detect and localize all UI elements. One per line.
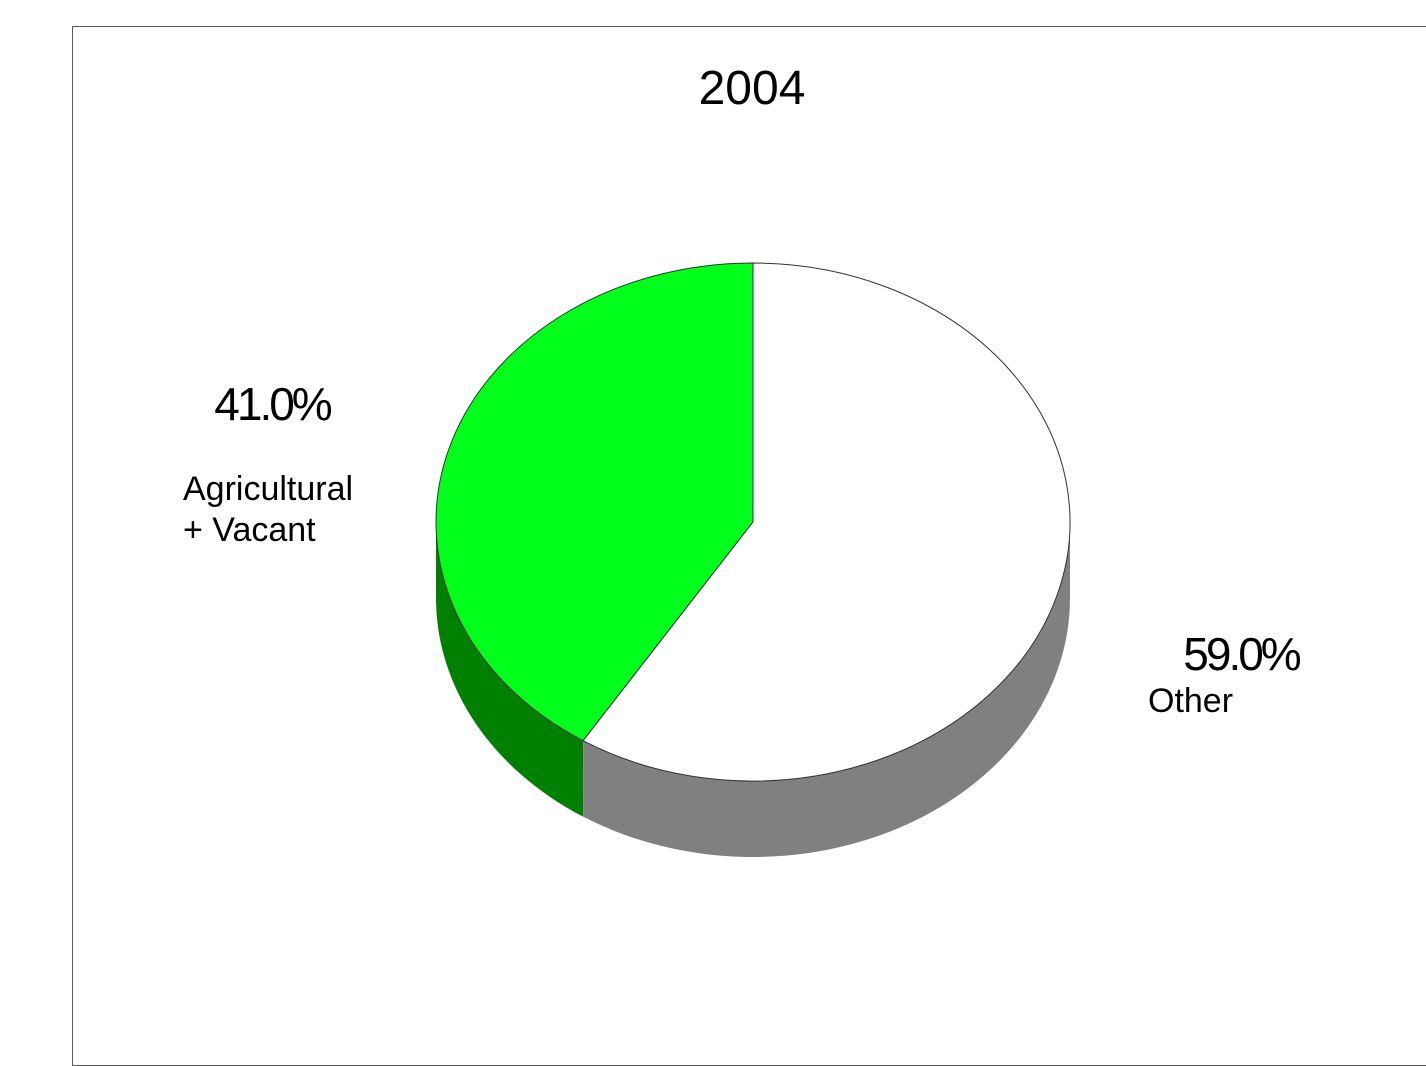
pie-slice-1 — [582, 262, 1071, 782]
category-label-0-1: + Vacant — [183, 511, 316, 549]
category-label-1-0: Other — [1148, 682, 1233, 720]
chart-title: 2004 — [699, 62, 806, 115]
pie-chart: 2004 41.0% Agricultural+ Vacant 59.0%Other — [183, 62, 1304, 857]
pie-side-0 — [436, 522, 584, 817]
data-label-0: 41.0% — [214, 378, 332, 430]
data-label-1: 59.0% — [1183, 628, 1301, 680]
pie-side-1 — [583, 522, 1070, 857]
pie-slice-0 — [435, 262, 754, 742]
category-label-0-0: Agricultural — [183, 470, 353, 508]
